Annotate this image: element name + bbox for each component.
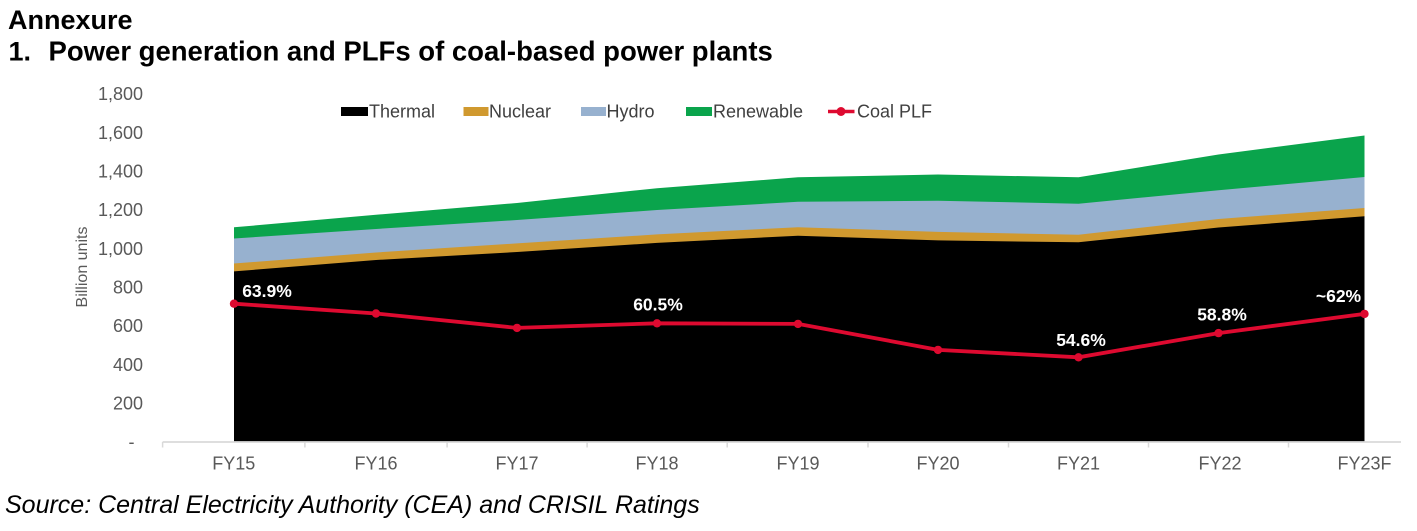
svg-text:Renewable: Renewable [713,102,803,122]
svg-text:Hydro: Hydro [607,102,655,122]
svg-text:1,400: 1,400 [98,162,143,182]
svg-text:Billion units: Billion units [74,227,91,308]
svg-text:63.9%: 63.9% [242,281,292,301]
svg-text:Annexure: Annexure [8,5,133,35]
svg-text:Source: Central Electricity Au: Source: Central Electricity Authority (C… [5,491,700,519]
svg-text:FY20: FY20 [916,454,959,474]
svg-text:~62%: ~62% [1316,286,1362,306]
svg-text:200: 200 [113,394,143,414]
svg-text:800: 800 [113,278,143,298]
svg-text:FY19: FY19 [776,454,819,474]
svg-text:1,600: 1,600 [98,123,143,143]
svg-text:Thermal: Thermal [369,102,435,122]
svg-text:1,200: 1,200 [98,200,143,220]
svg-text:58.8%: 58.8% [1197,305,1247,325]
svg-text:1,800: 1,800 [98,84,143,104]
svg-text:FY16: FY16 [354,454,397,474]
svg-text:54.6%: 54.6% [1056,330,1106,350]
svg-text:FY15: FY15 [212,454,255,474]
svg-text:1,000: 1,000 [98,239,143,259]
svg-text:Coal PLF: Coal PLF [857,102,932,122]
svg-text:FY22: FY22 [1198,454,1241,474]
svg-text:Power generation and PLFs of c: Power generation and PLFs of coal-based … [49,35,773,66]
svg-text:FY23F: FY23F [1337,454,1391,474]
svg-text:Nuclear: Nuclear [489,102,551,122]
svg-text:1.: 1. [9,36,32,66]
svg-text:600: 600 [113,316,143,336]
svg-text:400: 400 [113,355,143,375]
svg-text:FY21: FY21 [1057,454,1100,474]
svg-text:-: - [129,432,135,452]
svg-text:FY17: FY17 [495,454,538,474]
svg-text:60.5%: 60.5% [633,295,683,315]
svg-text:FY18: FY18 [635,454,678,474]
